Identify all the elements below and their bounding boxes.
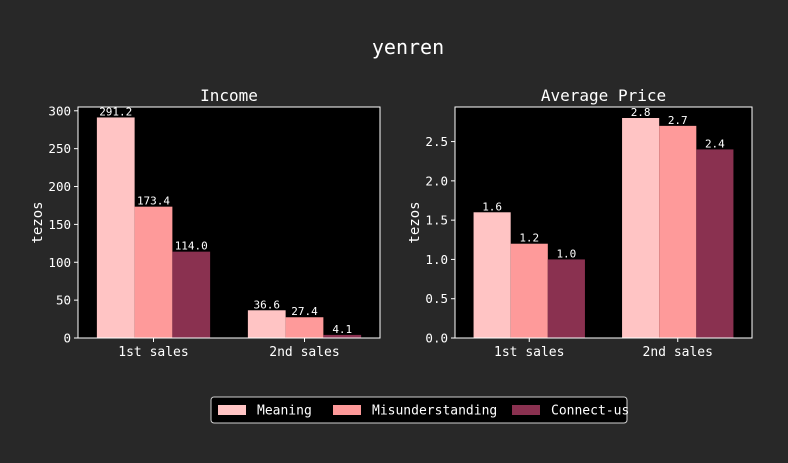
y-axis-label: tezos xyxy=(30,201,46,243)
bar-misunderstanding-2 xyxy=(659,125,697,338)
data-label: 173.4 xyxy=(137,195,170,208)
figure-title: yenren xyxy=(372,35,444,59)
x-tick-label: 2nd sales xyxy=(643,345,713,360)
data-label: 4.1 xyxy=(332,323,352,336)
y-tick-label: 200 xyxy=(48,179,71,194)
legend-swatch-meaning xyxy=(218,405,246,415)
x-tick-label: 2nd sales xyxy=(269,345,339,360)
data-label: 27.4 xyxy=(291,305,318,318)
y-tick-label: 0 xyxy=(63,331,71,346)
data-label: 1.2 xyxy=(519,232,539,245)
y-tick-label: 1.5 xyxy=(425,213,448,228)
data-label: 36.6 xyxy=(254,298,281,311)
bar-connect-us-1 xyxy=(172,251,211,338)
legend-box xyxy=(210,396,628,424)
y-tick-label: 1.0 xyxy=(425,252,448,267)
data-label: 1.0 xyxy=(556,247,576,260)
data-label: 2.8 xyxy=(631,106,651,119)
plot-frame xyxy=(77,106,381,339)
bar-misunderstanding-2 xyxy=(285,317,324,338)
data-label: 114.0 xyxy=(175,240,208,253)
data-label: 1.6 xyxy=(482,200,502,213)
y-axis-label: tezos xyxy=(407,201,423,243)
legend-label: Misunderstanding xyxy=(372,404,497,419)
y-tick-label: 300 xyxy=(48,103,71,118)
legend: Meaning Misunderstanding Connect-us xyxy=(210,396,629,424)
x-tick-label: 1st sales xyxy=(118,345,188,360)
legend-label: Meaning xyxy=(257,404,312,419)
bar-misunderstanding-1 xyxy=(510,243,548,338)
subplot-2: Average Price tezos 0.0 0.5 1.0 1.5 2.0 2.5 1.6 1… xyxy=(407,86,753,360)
y-tick-label: 100 xyxy=(48,255,71,270)
plot-frame xyxy=(454,106,753,339)
y-tick-label: 150 xyxy=(48,217,71,232)
y-tick-label: 250 xyxy=(48,141,71,156)
y-tick-label: 2.0 xyxy=(425,173,448,188)
subplot-title: Average Price xyxy=(541,86,666,105)
subplot-1: Income tezos 0 50 100 150 200 250 300 291.2 173.4 1… xyxy=(30,86,381,360)
data-label: 2.4 xyxy=(705,137,725,150)
bar-connect-us-2 xyxy=(696,149,734,338)
legend-label: Connect-us xyxy=(551,404,629,419)
subplot-title: Income xyxy=(200,86,258,105)
x-tick-label: 1st sales xyxy=(494,345,564,360)
data-label: 2.7 xyxy=(668,114,688,127)
bar-connect-us-2 xyxy=(323,334,362,338)
y-tick-label: 2.5 xyxy=(425,134,448,149)
bar-meaning-1 xyxy=(473,212,511,338)
bar-misunderstanding-1 xyxy=(134,206,173,338)
y-tick-label: 0.0 xyxy=(425,331,448,346)
legend-swatch-misunderstanding xyxy=(333,405,361,415)
bar-meaning-2 xyxy=(247,310,286,338)
y-tick-label: 50 xyxy=(56,293,71,308)
bar-meaning-1 xyxy=(96,117,135,338)
y-tick-label: 0.5 xyxy=(425,291,448,306)
bar-meaning-2 xyxy=(622,118,660,338)
bar-connect-us-1 xyxy=(547,259,585,338)
data-label: 291.2 xyxy=(99,105,132,118)
legend-swatch-connect-us xyxy=(512,405,540,415)
